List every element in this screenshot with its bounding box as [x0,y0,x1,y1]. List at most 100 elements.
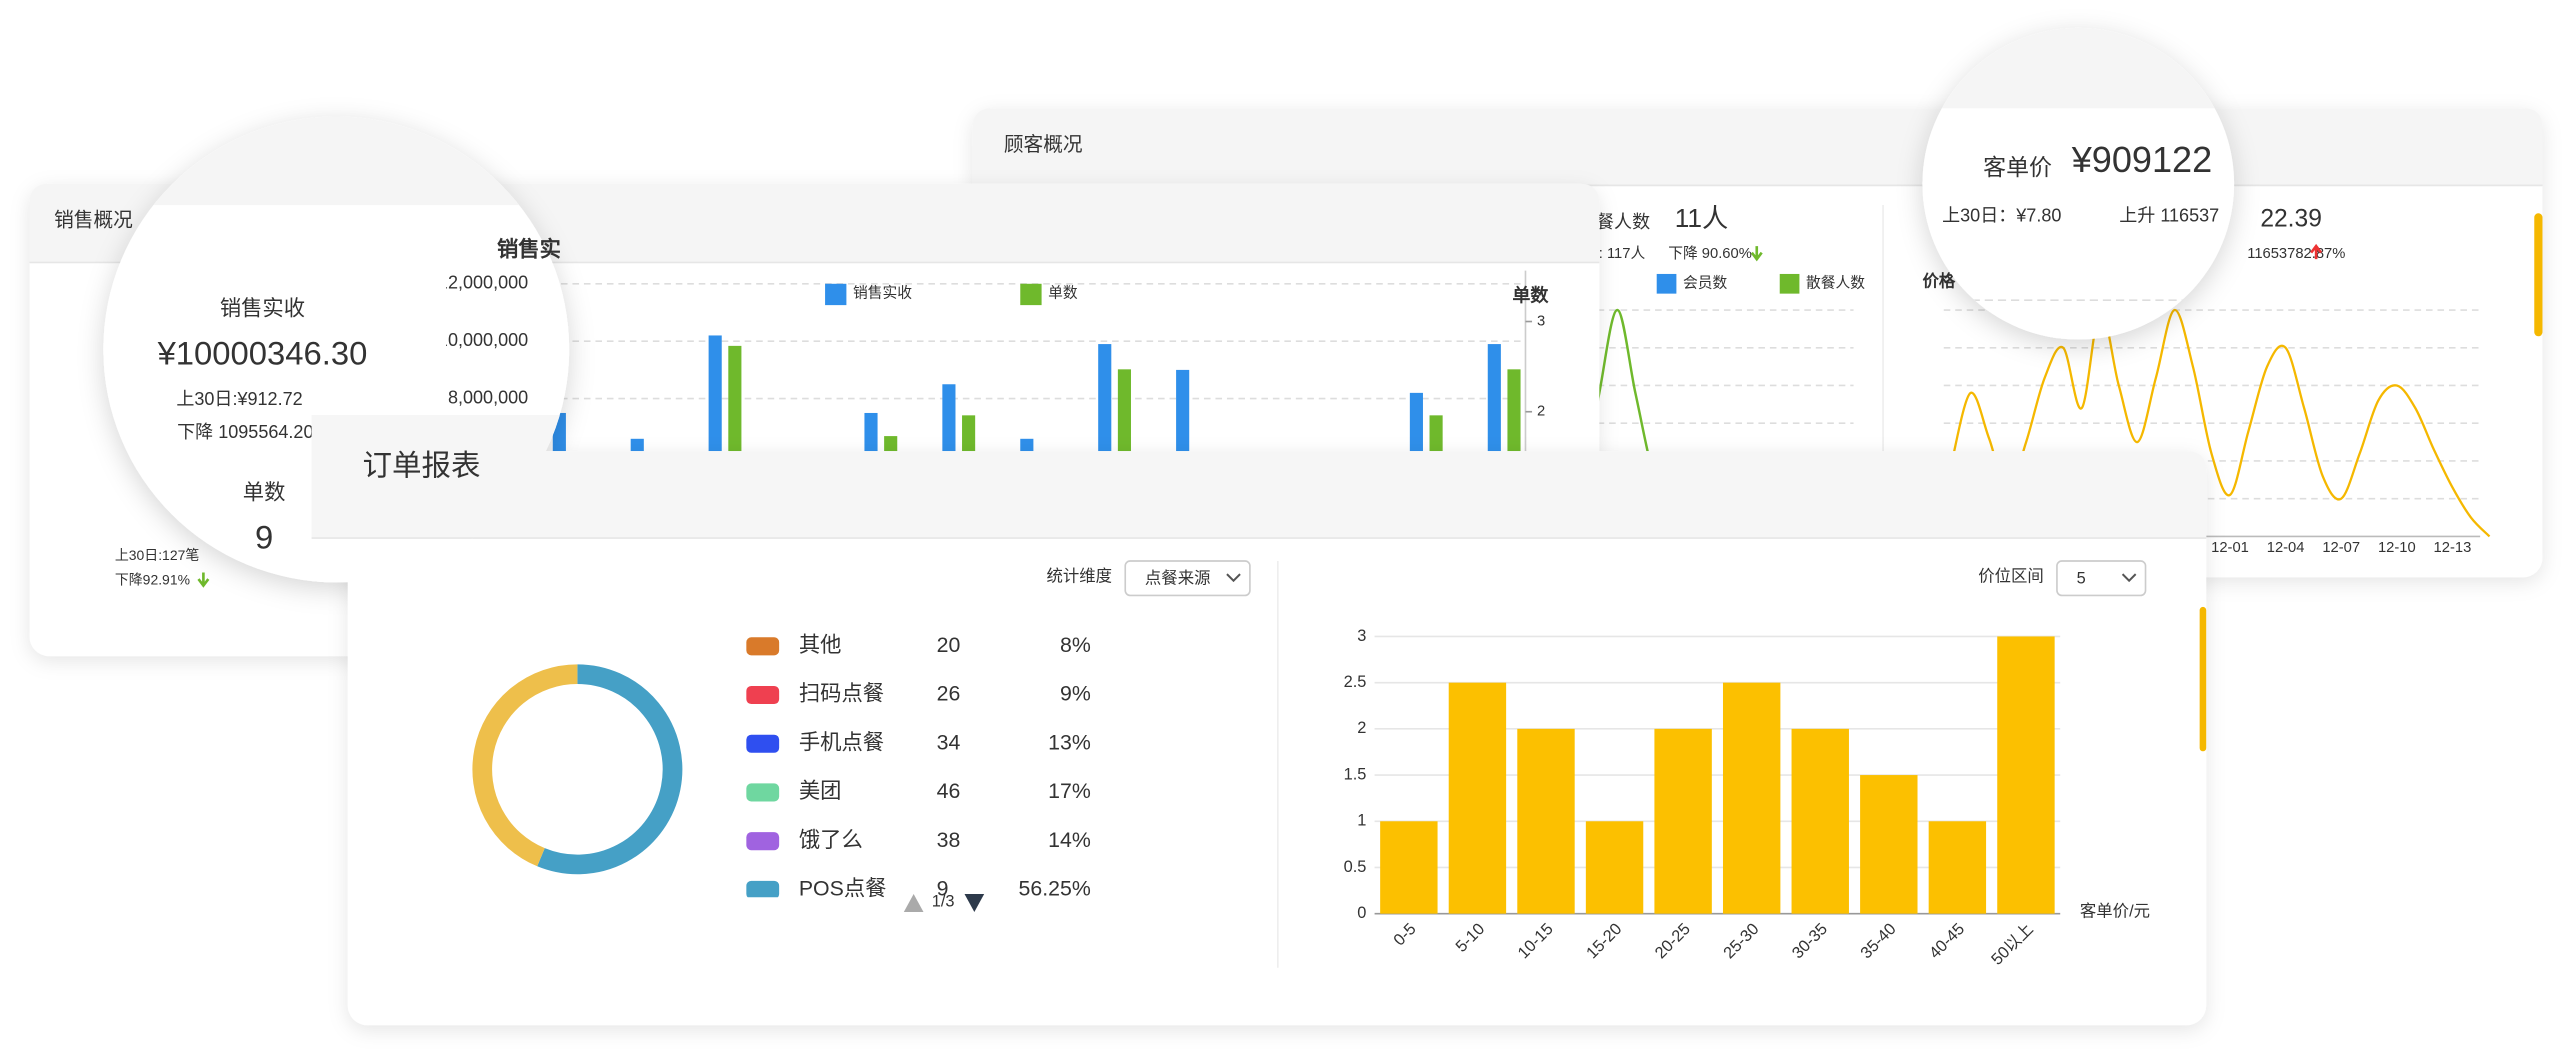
row-count: 46 [937,779,961,803]
stat-change: 下降 90.60% [1668,245,1752,262]
bar [1928,821,1987,914]
legend-label: 散餐人数 [1806,275,1865,292]
y2-tick-label: 2 [1537,404,1545,420]
stat-prev: 上30日:¥912.72 [176,389,302,409]
x-tick-label: 12-13 [2434,540,2472,556]
stat-label: 销售实收 [220,297,305,321]
legend-label: 销售实收 [853,285,912,302]
bar [1997,636,2055,914]
row-name: 其他 [799,633,842,657]
y-tick-labels: 8,000,000 10,000,000 12,000,000 [438,273,528,408]
card-header [347,451,2207,539]
select-box [1124,560,1251,597]
y-tick-label: 10,000,000 [438,330,528,350]
row-share: 13% [1048,730,1091,754]
legend-label: 会员数 [1683,275,1727,292]
filter-label: 价位区间 [1978,568,2044,586]
stat-value: 9 [255,518,273,555]
stat-change: 下降 1095564.20 [177,422,313,442]
x-tick-label: 12-01 [2211,540,2249,556]
donut-segment [537,664,683,875]
legend-swatch [746,832,780,851]
scrollbar [2534,213,2543,337]
legend-swatch [1779,273,1800,294]
bar [1654,728,1712,914]
bar [1791,728,1849,914]
axis-title: 客单价/元 [2080,902,2150,920]
bar [1860,775,1918,914]
bar [1380,821,1438,914]
chart-title: 销售实 [497,237,561,262]
row-share: 9% [1060,682,1091,706]
stat-change: 上升 116537 [2119,205,2219,225]
row-name: 美团 [799,779,842,803]
legend-swatch [746,783,780,802]
row-count: 34 [937,730,961,754]
stat-value: 22.39 [2260,205,2322,232]
row-name: 饿了么 [799,828,863,852]
axis-title: 单数 [1512,285,1549,306]
y-tick-label: 3 [1357,627,1366,645]
y2-tick-label: 3 [1537,313,1545,329]
y-tick-label: 2 [1357,719,1366,737]
stat-prev: 上30日：¥7.80 [1942,205,2061,225]
y-tick-label: 2.5 [1344,673,1367,691]
card-title: 顾客概况 [1004,134,1083,156]
select[interactable]: 5 [2056,560,2147,597]
pager-down[interactable] [964,893,985,913]
axis-title: 价格 [1922,271,1955,290]
line [1950,308,2491,538]
row-share: 56.25% [1019,877,1091,901]
stat-value: ¥909122 [2071,139,2212,180]
row-count: 20 [937,633,961,657]
row-name: 手机点餐 [799,730,884,754]
legend-swatch [746,734,780,753]
legend-swatch [746,637,780,656]
x-tick-label: 12-10 [2378,540,2416,556]
card-title: 订单报表 [363,449,481,482]
row-share: 14% [1048,828,1091,852]
select[interactable]: 点餐来源 [1124,560,1251,597]
row-name: POS点餐 [799,877,887,901]
bar [1585,821,1644,914]
chevron [2121,573,2137,583]
y-tick-label: 12,000,000 [438,273,528,293]
legend-swatch [1656,273,1677,294]
stat-change: 下降92.91% [115,571,190,587]
filter-label: 统计维度 [1047,568,1113,586]
legend-swatch [746,880,780,898]
row-count: 26 [937,682,961,706]
pager-label: 1/3 [932,893,955,911]
row-name: 扫码点餐 [799,682,884,706]
x-tick-label: 12-07 [2322,540,2360,556]
stat-label: 单数 [243,480,286,504]
stat-change: 11653782.87% [2247,246,2345,262]
y-tick-label: 0.5 [1344,858,1367,876]
y-tick-label: 0 [1357,904,1366,922]
select-box [2056,560,2147,597]
select-value: 5 [2077,569,2086,587]
legend-swatch [1020,283,1042,306]
row-count: 38 [937,828,961,852]
legend-swatch [746,685,780,705]
stat-value: 11人 [1675,203,1728,233]
scrollbar [2199,606,2207,752]
stat-value: ¥10000346.30 [157,335,368,372]
down-arrow [197,572,210,588]
y-tick-label: 8,000,000 [448,387,528,407]
chevron [1226,573,1241,583]
stat-label: 客单价 [1983,154,2052,180]
source-table: 其他 20 8% 扫码点餐 26 9% 手机点餐 34 13% 美团 46 17% 饿了么 38 14% PO… [746,633,1091,901]
donut-segment [472,664,578,867]
bar [1722,682,1781,914]
y-tick-label: 1.5 [1344,765,1367,783]
card-title: 销售概况 [54,210,133,232]
up-arrow [2310,243,2323,260]
bar [1517,728,1575,914]
row-share: 8% [1060,633,1091,657]
pager-up[interactable] [903,893,924,913]
stat-prev: 上30日:127笔 [115,547,200,563]
legend-label: 单数 [1048,285,1078,302]
y-tick-label: 1 [1357,812,1366,830]
